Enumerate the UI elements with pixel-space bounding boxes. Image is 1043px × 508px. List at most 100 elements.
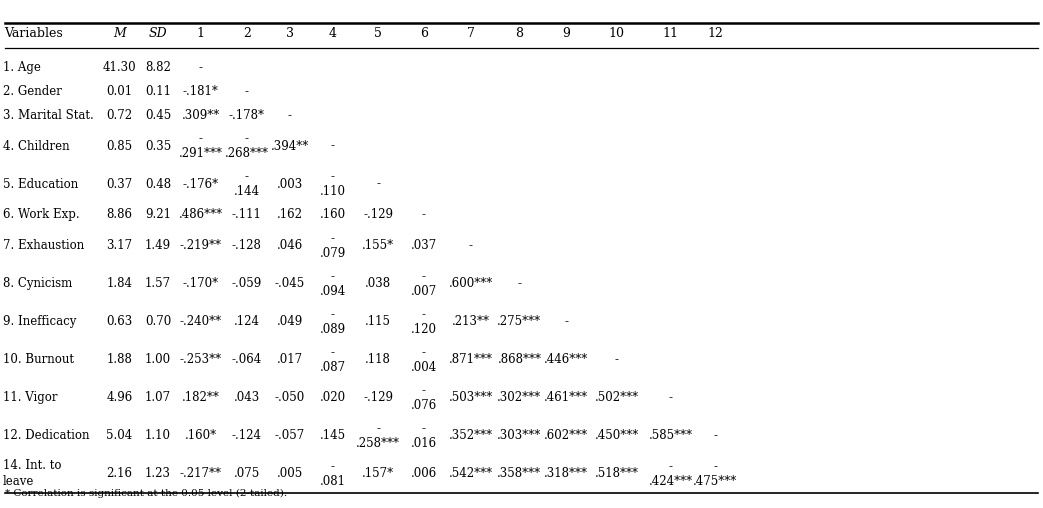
Text: 0.48: 0.48 <box>145 178 171 190</box>
Text: 6. Work Exp.: 6. Work Exp. <box>3 208 79 221</box>
Text: .124: .124 <box>234 315 260 328</box>
Text: -
.268***: - .268*** <box>224 132 269 160</box>
Text: -.219**: -.219** <box>179 239 222 252</box>
Text: 8: 8 <box>515 26 524 40</box>
Text: .450***: .450*** <box>595 429 639 442</box>
Text: .155*: .155* <box>362 239 394 252</box>
Text: .585***: .585*** <box>649 429 693 442</box>
Text: 3: 3 <box>286 26 294 40</box>
Text: 2.16: 2.16 <box>106 467 132 480</box>
Text: .309**: .309** <box>181 109 220 122</box>
Text: -
.087: - .087 <box>319 346 346 374</box>
Text: 1.57: 1.57 <box>145 277 171 290</box>
Text: .600***: .600*** <box>448 277 493 290</box>
Text: .302***: .302*** <box>498 391 541 404</box>
Text: 0.01: 0.01 <box>106 85 132 98</box>
Text: .358***: .358*** <box>498 467 541 480</box>
Text: -: - <box>377 178 380 190</box>
Text: 12. Dedication: 12. Dedication <box>3 429 90 442</box>
Text: .602***: .602*** <box>544 429 588 442</box>
Text: 0.63: 0.63 <box>106 315 132 328</box>
Text: 9. Inefficacy: 9. Inefficacy <box>3 315 76 328</box>
Text: 1: 1 <box>197 26 204 40</box>
Text: 0.45: 0.45 <box>145 109 171 122</box>
Text: -: - <box>331 140 335 152</box>
Text: -.128: -.128 <box>232 239 262 252</box>
Text: SD: SD <box>149 26 167 40</box>
Text: 5.04: 5.04 <box>106 429 132 442</box>
Text: 11. Vigor: 11. Vigor <box>3 391 57 404</box>
Text: .503***: .503*** <box>448 391 493 404</box>
Text: .160*: .160* <box>185 429 217 442</box>
Text: -
.424***: - .424*** <box>649 460 693 488</box>
Text: .162: .162 <box>277 208 302 221</box>
Text: 10: 10 <box>609 26 625 40</box>
Text: .182**: .182** <box>181 391 220 404</box>
Text: -: - <box>288 109 292 122</box>
Text: 5: 5 <box>374 26 382 40</box>
Text: 0.70: 0.70 <box>145 315 171 328</box>
Text: -
.007: - .007 <box>411 270 437 298</box>
Text: 12: 12 <box>707 26 724 40</box>
Text: -: - <box>422 208 426 221</box>
Text: 2: 2 <box>243 26 250 40</box>
Text: -.064: -.064 <box>232 353 262 366</box>
Text: 2. Gender: 2. Gender <box>3 85 62 98</box>
Text: .003: .003 <box>276 178 304 190</box>
Text: 1.84: 1.84 <box>106 277 132 290</box>
Text: .518***: .518*** <box>595 467 639 480</box>
Text: * Correlation is significant at the 0.05 level (2-tailed).: * Correlation is significant at the 0.05… <box>5 489 287 498</box>
Text: .038: .038 <box>365 277 391 290</box>
Text: .006: .006 <box>411 467 437 480</box>
Text: 8.82: 8.82 <box>145 61 171 74</box>
Text: 0.35: 0.35 <box>145 140 171 152</box>
Text: .005: .005 <box>276 467 304 480</box>
Text: 5. Education: 5. Education <box>3 178 78 190</box>
Text: -.217**: -.217** <box>179 467 222 480</box>
Text: .157*: .157* <box>362 467 394 480</box>
Text: 1.07: 1.07 <box>145 391 171 404</box>
Text: -.181*: -.181* <box>183 85 219 98</box>
Text: -
.079: - .079 <box>319 232 346 260</box>
Text: .213**: .213** <box>452 315 490 328</box>
Text: -
.004: - .004 <box>411 346 437 374</box>
Text: .352***: .352*** <box>448 429 493 442</box>
Text: .275***: .275*** <box>498 315 541 328</box>
Text: -.057: -.057 <box>274 429 306 442</box>
Text: .446***: .446*** <box>544 353 588 366</box>
Text: -.176*: -.176* <box>183 178 219 190</box>
Text: 9.21: 9.21 <box>145 208 171 221</box>
Text: -
.475***: - .475*** <box>694 460 737 488</box>
Text: -
.081: - .081 <box>320 460 345 488</box>
Text: 0.85: 0.85 <box>106 140 132 152</box>
Text: 7: 7 <box>467 26 475 40</box>
Text: 4.96: 4.96 <box>106 391 132 404</box>
Text: .115: .115 <box>365 315 391 328</box>
Text: 1.88: 1.88 <box>106 353 132 366</box>
Text: 3.17: 3.17 <box>106 239 132 252</box>
Text: 14. Int. to
leave: 14. Int. to leave <box>3 459 62 488</box>
Text: -.059: -.059 <box>232 277 262 290</box>
Text: 6: 6 <box>420 26 428 40</box>
Text: -: - <box>199 61 202 74</box>
Text: .871***: .871*** <box>448 353 493 366</box>
Text: -: - <box>669 391 673 404</box>
Text: .542***: .542*** <box>448 467 493 480</box>
Text: 7. Exhaustion: 7. Exhaustion <box>3 239 84 252</box>
Text: .037: .037 <box>411 239 437 252</box>
Text: -.050: -.050 <box>274 391 306 404</box>
Text: 1.49: 1.49 <box>145 239 171 252</box>
Text: .868***: .868*** <box>498 353 541 366</box>
Text: -.170*: -.170* <box>183 277 219 290</box>
Text: 1.10: 1.10 <box>145 429 171 442</box>
Text: -: - <box>615 353 618 366</box>
Text: -
.144: - .144 <box>234 170 260 198</box>
Text: -
.291***: - .291*** <box>178 132 223 160</box>
Text: .394**: .394** <box>271 140 309 152</box>
Text: -
.110: - .110 <box>320 170 345 198</box>
Text: -.253**: -.253** <box>179 353 222 366</box>
Text: Variables: Variables <box>4 26 63 40</box>
Text: .461***: .461*** <box>544 391 588 404</box>
Text: -: - <box>564 315 568 328</box>
Text: -
.258***: - .258*** <box>356 422 401 450</box>
